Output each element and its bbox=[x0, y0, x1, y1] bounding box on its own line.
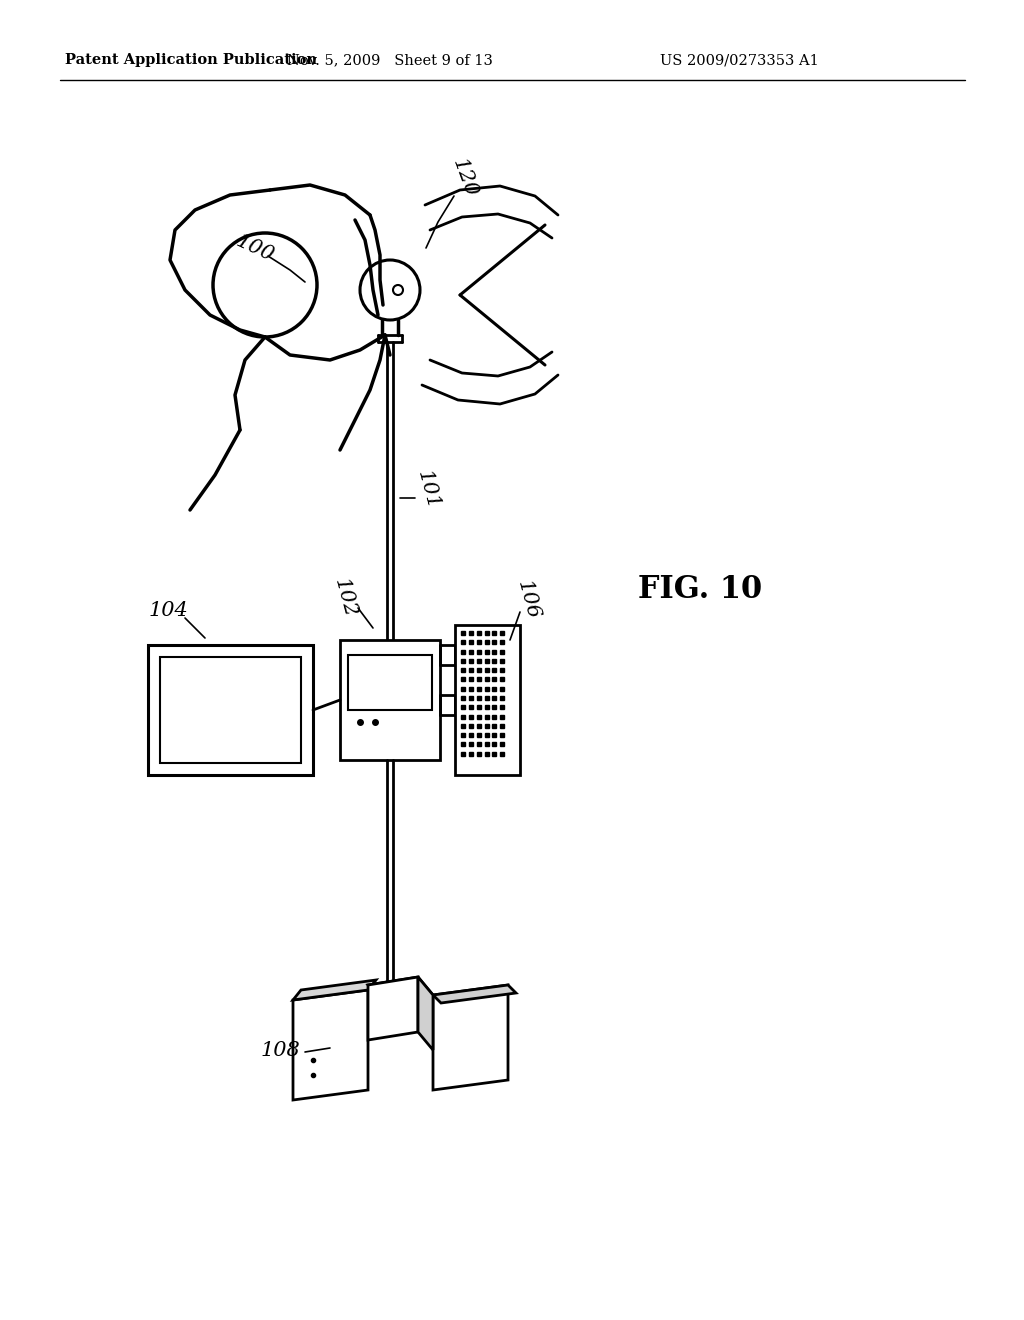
Polygon shape bbox=[368, 977, 433, 1003]
Text: 100: 100 bbox=[233, 231, 278, 265]
Text: 120: 120 bbox=[450, 156, 480, 199]
Text: US 2009/0273353 A1: US 2009/0273353 A1 bbox=[660, 53, 819, 67]
Bar bbox=[455, 624, 520, 775]
Text: 108: 108 bbox=[260, 1040, 300, 1060]
Bar bbox=[348, 655, 432, 710]
Bar bbox=[340, 640, 440, 760]
Bar bbox=[148, 645, 313, 775]
Text: 106: 106 bbox=[514, 578, 543, 622]
Text: Nov. 5, 2009   Sheet 9 of 13: Nov. 5, 2009 Sheet 9 of 13 bbox=[287, 53, 493, 67]
Polygon shape bbox=[433, 985, 516, 1003]
Text: 101: 101 bbox=[414, 469, 442, 512]
Polygon shape bbox=[293, 990, 368, 1100]
Polygon shape bbox=[433, 985, 508, 1090]
Text: 104: 104 bbox=[148, 601, 187, 619]
Text: 102: 102 bbox=[331, 577, 359, 619]
Polygon shape bbox=[418, 977, 433, 1049]
Polygon shape bbox=[293, 979, 376, 1001]
Text: FIG. 10: FIG. 10 bbox=[638, 574, 762, 606]
Bar bbox=[160, 657, 301, 763]
Text: Patent Application Publication: Patent Application Publication bbox=[65, 53, 317, 67]
Polygon shape bbox=[368, 977, 418, 1040]
